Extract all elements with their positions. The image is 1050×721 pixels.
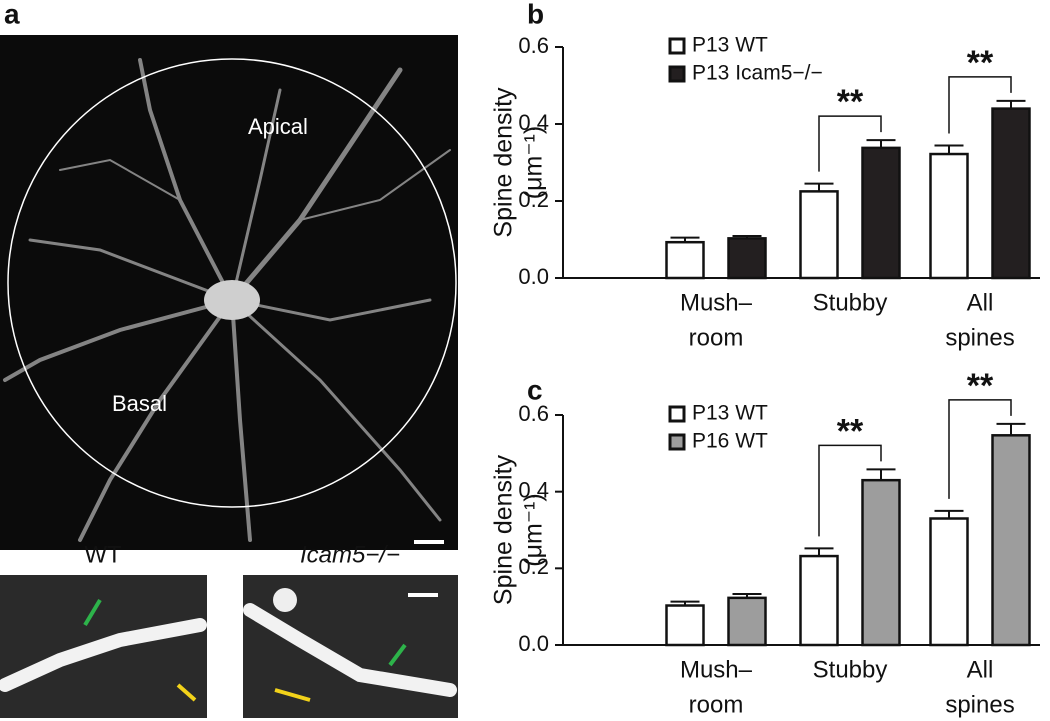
significance-bracket	[948, 399, 1012, 499]
y-axis-title: Spine density	[490, 454, 518, 605]
y-tick-label: 0.4	[518, 477, 549, 502]
panel-label: b	[527, 0, 544, 29]
legend-label: P16 WT	[692, 430, 768, 453]
image-label: Icam5−/−	[300, 541, 400, 568]
legend-swatch	[668, 37, 686, 55]
x-tick-label: All	[967, 656, 994, 683]
bar	[727, 596, 767, 647]
significance-label: **	[837, 83, 864, 121]
legend-swatch	[668, 433, 686, 451]
y-tick-label: 0.6	[518, 33, 549, 58]
bar	[665, 240, 705, 280]
bar	[929, 517, 969, 647]
x-tick-label: All	[967, 289, 994, 316]
legend-swatch	[668, 405, 686, 423]
significance-bracket	[818, 115, 882, 172]
y-tick-label: 0.0	[518, 264, 549, 289]
dendrite-image	[243, 575, 458, 718]
x-tick-label: Stubby	[813, 289, 888, 316]
image-label: WT	[84, 541, 122, 568]
region-label: Apical	[248, 114, 308, 139]
significance-label: **	[967, 367, 994, 405]
panel-label: a	[4, 0, 20, 29]
x-tick-label: Stubby	[813, 656, 888, 683]
y-tick-label: 0.6	[518, 401, 549, 426]
y-tick-label: 0.2	[518, 554, 549, 579]
y-tick-label: 0.2	[518, 187, 549, 212]
y-tick-label: 0.4	[518, 110, 549, 135]
bar	[991, 434, 1031, 647]
x-tick-label: Mush–	[680, 656, 753, 683]
bar	[861, 146, 901, 280]
dendrite-image	[0, 575, 207, 718]
bar	[861, 478, 901, 647]
legend-label: P13 WT	[692, 402, 768, 425]
bar	[929, 152, 969, 280]
y-axis-title: (μm⁻¹)	[520, 493, 548, 566]
significance-label: **	[837, 412, 864, 450]
y-axis-title: (μm⁻¹)	[520, 126, 548, 199]
significance-label: **	[967, 44, 994, 82]
x-tick-label: Mush–	[680, 289, 753, 316]
legend-swatch	[668, 65, 686, 83]
significance-bracket	[818, 444, 882, 537]
x-tick-label: room	[689, 691, 744, 718]
x-tick-label: spines	[945, 324, 1014, 351]
bar	[799, 554, 839, 647]
bar	[991, 107, 1031, 280]
significance-bracket	[948, 76, 1012, 134]
bar	[727, 237, 767, 280]
legend-label: P13 Icam5−/−	[692, 62, 823, 85]
bar	[665, 604, 705, 647]
region-label: Basal	[112, 391, 167, 416]
y-tick-label: 0.0	[518, 631, 549, 656]
micrograph	[0, 35, 458, 550]
x-tick-label: room	[689, 324, 744, 351]
y-axis-title: Spine density	[490, 87, 518, 238]
panel-label: c	[527, 374, 543, 405]
x-tick-label: spines	[945, 691, 1014, 718]
legend-label: P13 WT	[692, 34, 768, 57]
bar	[799, 190, 839, 280]
